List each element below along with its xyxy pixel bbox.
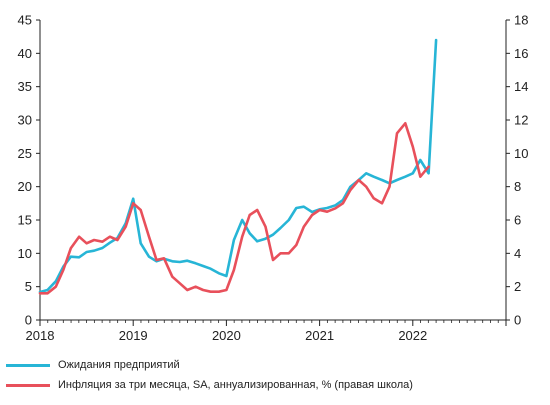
right-y-tick-label: 18	[514, 13, 528, 28]
left-y-tick-label: 0	[25, 313, 32, 328]
right-y-tick-label: 14	[514, 79, 528, 94]
x-tick-label: 2022	[398, 328, 427, 343]
chart: 0 5 10 15 20 25 30 35 40 45 0 2 4 6 8 10 12 14 16 18 2018 201…	[18, 13, 529, 344]
legend-label-series-2: Инфляция за три месяца, SA, аннуализиров…	[58, 379, 413, 391]
legend-swatch-series-1	[6, 363, 50, 367]
right-y-tick-label: 6	[514, 213, 521, 228]
left-y-tick-label: 30	[18, 113, 32, 128]
left-y-tick-label: 20	[18, 179, 32, 194]
left-y-tick-label: 40	[18, 46, 32, 61]
right-y-tick-label: 8	[514, 179, 521, 194]
plot-area: 0 5 10 15 20 25 30 35 40 45 0 2 4 6 8 10 12 14 16 18 2018 201…	[18, 13, 529, 344]
legend-swatch-series-2	[6, 383, 50, 387]
legend-item-series-2: Инфляция за три месяца, SA, аннуализиров…	[6, 375, 413, 395]
legend-item-series-1: Ожидания предприятий	[6, 355, 413, 375]
left-y-tick-label: 10	[18, 246, 32, 261]
x-tick-label: 2018	[26, 328, 55, 343]
x-tick-label: 2020	[212, 328, 241, 343]
right-y-tick-label: 2	[514, 279, 521, 294]
legend: Ожидания предприятий Инфляция за три мес…	[6, 355, 413, 395]
left-y-tick-label: 5	[25, 279, 32, 294]
right-y-tick-label: 4	[514, 246, 521, 261]
left-y-tick-label: 25	[18, 146, 32, 161]
left-y-tick-label: 15	[18, 213, 32, 228]
left-y-tick-label: 35	[18, 79, 32, 94]
x-tick-label: 2021	[305, 328, 334, 343]
right-y-tick-label: 10	[514, 146, 528, 161]
x-tick-label: 2019	[119, 328, 148, 343]
series-line-2	[38, 122, 430, 295]
left-y-tick-label: 45	[18, 13, 32, 28]
right-y-tick-label: 16	[514, 46, 528, 61]
series-line-1	[38, 38, 438, 294]
legend-label-series-1: Ожидания предприятий	[58, 359, 180, 371]
right-y-tick-label: 12	[514, 113, 528, 128]
right-y-tick-label: 0	[514, 313, 521, 328]
